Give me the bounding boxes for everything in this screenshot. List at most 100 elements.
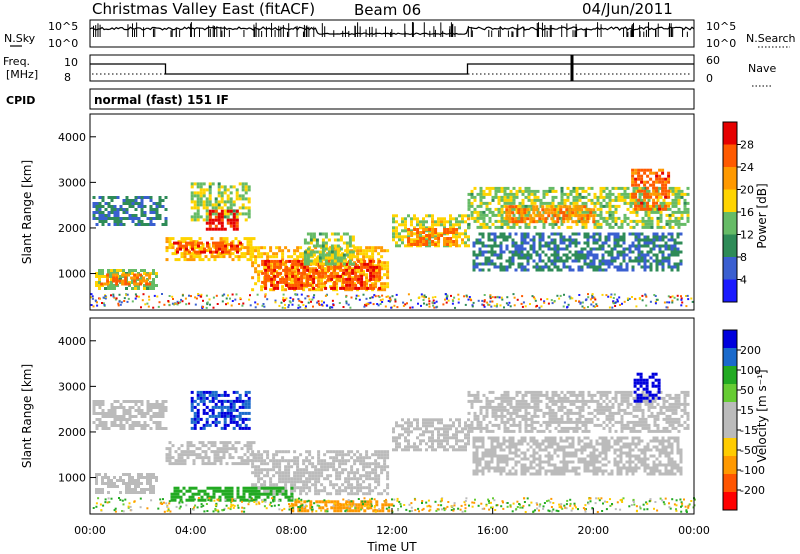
range-cell — [293, 483, 297, 487]
range-cell — [329, 258, 333, 262]
range-cell — [622, 241, 626, 245]
range-cell — [278, 492, 282, 496]
range-cell — [587, 186, 591, 190]
range-cell — [137, 223, 141, 226]
range-cell — [553, 250, 557, 254]
range-cell — [350, 486, 354, 490]
range-cell — [119, 491, 122, 494]
range-cell — [122, 412, 126, 415]
range-cell — [327, 265, 331, 269]
range-cell — [300, 277, 304, 281]
range-cell — [335, 282, 339, 286]
range-cell — [238, 194, 242, 198]
range-cell — [616, 298, 619, 301]
range-cell — [302, 288, 306, 292]
range-cell — [241, 185, 245, 189]
range-cell — [110, 281, 113, 284]
range-cell — [305, 492, 309, 496]
range-cell — [628, 259, 632, 263]
range-cell — [465, 294, 468, 297]
range-cell — [211, 420, 215, 424]
range-cell — [348, 283, 352, 287]
range-cell — [113, 406, 117, 409]
range-cell — [637, 235, 641, 239]
range-cell — [452, 226, 455, 230]
range-cell — [191, 247, 194, 251]
range-cell — [244, 188, 248, 192]
range-cell — [241, 417, 245, 421]
range-cell — [285, 297, 288, 300]
range-cell — [508, 220, 512, 224]
range-cell — [521, 198, 525, 202]
range-cell — [225, 237, 229, 241]
range-cell — [413, 243, 417, 246]
range-cell — [617, 216, 621, 220]
range-cell — [179, 244, 182, 248]
range-cell — [669, 296, 672, 299]
range-cell — [583, 205, 587, 209]
range-cell — [598, 232, 602, 236]
range-cell — [272, 282, 276, 286]
range-cell — [333, 250, 337, 254]
range-cell — [592, 262, 596, 266]
range-cell — [247, 399, 251, 403]
range-cell — [634, 201, 638, 205]
range-cell — [152, 284, 155, 287]
range-cell — [205, 423, 209, 427]
range-cell — [291, 303, 294, 306]
range-cell — [542, 201, 546, 205]
range-cell — [491, 210, 495, 214]
range-cell — [318, 271, 322, 275]
range-cell — [122, 208, 126, 211]
range-cell — [593, 204, 597, 208]
range-cell — [244, 399, 248, 403]
range-cell — [300, 271, 304, 275]
range-cell — [95, 284, 98, 287]
range-cell — [652, 192, 656, 196]
range-cell — [143, 196, 147, 199]
range-cell — [616, 238, 620, 242]
range-cell — [551, 186, 555, 190]
range-cell — [103, 282, 107, 286]
range-cell — [455, 231, 459, 234]
range-cell — [229, 417, 233, 421]
range-cell — [321, 268, 325, 272]
range-cell — [392, 430, 395, 434]
range-cell — [643, 171, 647, 175]
noise-search-bars — [93, 22, 688, 37]
range-cell — [487, 244, 491, 248]
range-cell — [193, 426, 197, 430]
range-cell — [234, 441, 238, 445]
range-cell — [219, 462, 223, 466]
range-cell — [506, 186, 510, 190]
range-cell — [336, 277, 340, 281]
range-cell — [667, 192, 671, 196]
range-cell — [613, 244, 617, 248]
range-cell — [372, 259, 376, 263]
range-cell — [521, 295, 524, 298]
range-cell — [468, 296, 471, 298]
range-cell — [312, 296, 315, 299]
range-cell — [220, 218, 224, 222]
range-cell — [365, 252, 369, 256]
range-cell — [670, 268, 674, 272]
range-cell — [620, 219, 624, 223]
range-cell — [503, 222, 507, 226]
range-cell — [437, 217, 440, 221]
range-cell — [149, 491, 152, 494]
range-cell — [563, 192, 567, 196]
range-cell — [580, 220, 584, 224]
range-cell — [523, 241, 527, 245]
range-cell — [119, 205, 123, 208]
range-cell — [202, 182, 206, 186]
range-cell — [232, 218, 236, 222]
range-cell — [208, 197, 212, 201]
range-cell — [217, 414, 221, 418]
range-cell — [638, 219, 642, 223]
range-cell — [380, 282, 384, 286]
range-cell — [285, 268, 289, 272]
range-cell — [607, 259, 611, 263]
range-cell — [110, 278, 113, 281]
range-cell — [173, 486, 177, 490]
range-cell — [327, 268, 331, 272]
